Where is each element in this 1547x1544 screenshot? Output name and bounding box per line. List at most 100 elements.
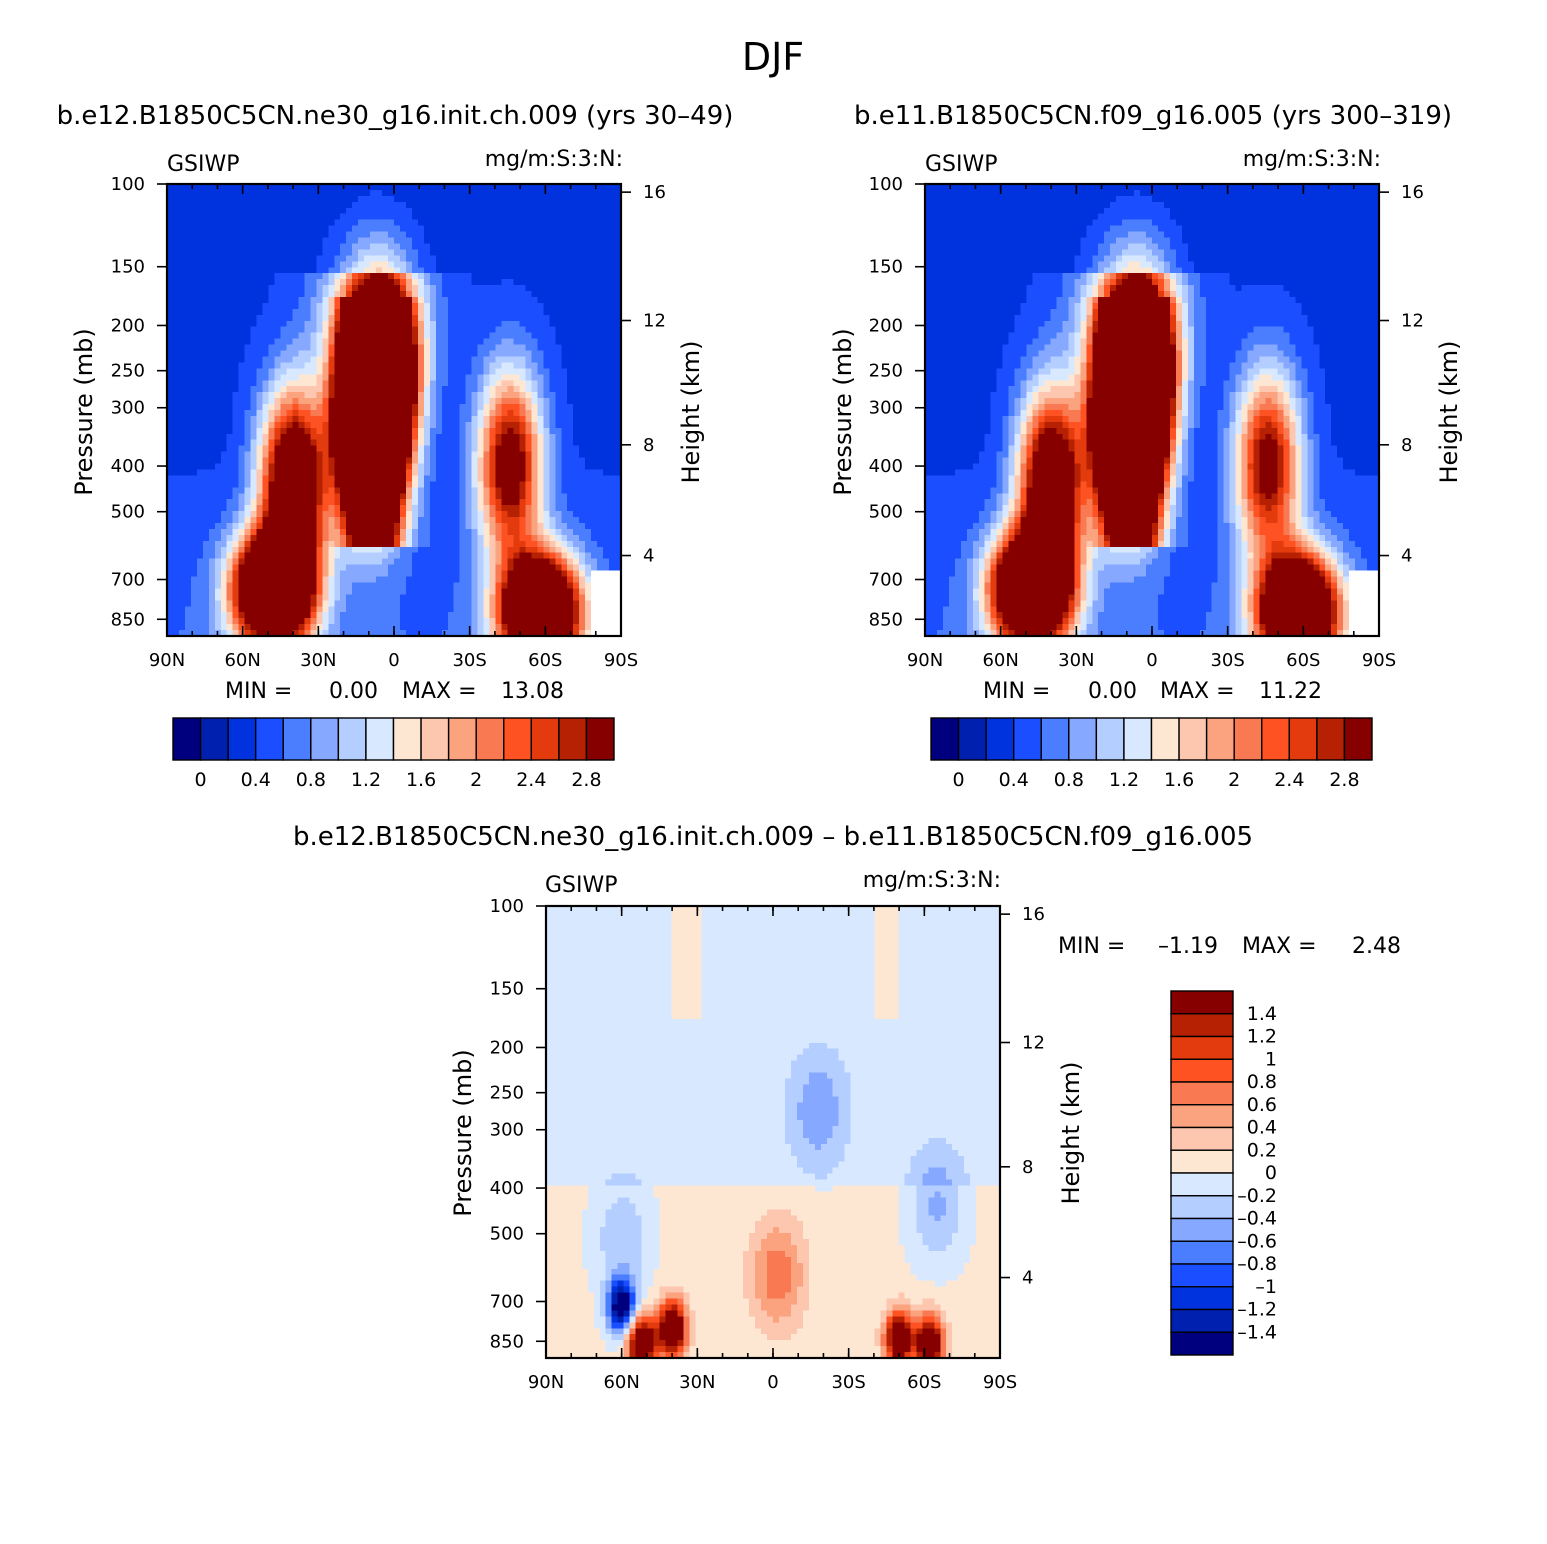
- heatmap-cell: [477, 184, 485, 191]
- heatmap-cell: [286, 297, 294, 304]
- heatmap-cell: [597, 445, 604, 453]
- heatmap-cell: [531, 225, 538, 233]
- heatmap-cell: [304, 475, 311, 482]
- heatmap-cell: [399, 285, 407, 292]
- heatmap-cell: [184, 237, 192, 245]
- heatmap-cell: [447, 564, 455, 572]
- heatmap-cell: [585, 184, 592, 191]
- heatmap-cell: [256, 439, 264, 447]
- heatmap-cell: [531, 433, 538, 441]
- heatmap-cell: [280, 457, 288, 465]
- heatmap-cell: [238, 499, 246, 506]
- heatmap-cell: [178, 255, 186, 262]
- heatmap-cell: [184, 451, 192, 459]
- heatmap-cell: [561, 439, 568, 447]
- heatmap-cell: [310, 237, 317, 245]
- heatmap-cell: [220, 534, 228, 542]
- heatmap-cell: [561, 523, 568, 530]
- heatmap-cell: [328, 558, 335, 566]
- heatmap-cell: [172, 481, 180, 488]
- heatmap-cell: [328, 297, 335, 304]
- heatmap-cell: [268, 433, 276, 441]
- heatmap-cell: [178, 189, 186, 197]
- heatmap-cell: [220, 314, 228, 322]
- heatmap-cell: [226, 392, 234, 399]
- heatmap-cell: [495, 487, 503, 494]
- heatmap-cell: [172, 457, 180, 465]
- heatmap-cell: [334, 517, 341, 524]
- heatmap-cell: [208, 421, 216, 429]
- heatmap-cell: [208, 493, 216, 500]
- heatmap-cell: [250, 207, 258, 215]
- heatmap-cell: [435, 404, 443, 411]
- heatmap-cell: [262, 261, 270, 268]
- heatmap-cell: [567, 386, 574, 393]
- heatmap-cell: [376, 314, 383, 322]
- heatmap-cell: [364, 493, 371, 500]
- heatmap-cell: [555, 344, 562, 352]
- heatmap-cell: [531, 415, 538, 423]
- heatmap-cell: [214, 404, 222, 411]
- heatmap-cell: [447, 350, 455, 358]
- heatmap-cell: [489, 255, 497, 262]
- heatmap-cell: [256, 552, 264, 560]
- heatmap-cell: [178, 534, 186, 542]
- heatmap-cell: [310, 314, 317, 322]
- heatmap-cell: [226, 201, 234, 209]
- heatmap-cell: [280, 344, 288, 352]
- heatmap-cell: [447, 528, 455, 536]
- heatmap-cell: [172, 249, 180, 256]
- heatmap-cell: [328, 451, 335, 459]
- heatmap-cell: [567, 534, 574, 542]
- heatmap-cell: [429, 540, 437, 548]
- heatmap-cell: [555, 523, 562, 530]
- heatmap-cell: [597, 356, 604, 364]
- heatmap-cell: [268, 267, 276, 274]
- heatmap-cell: [471, 439, 479, 447]
- heatmap-cell: [352, 374, 359, 381]
- heatmap-cell: [352, 231, 359, 239]
- heatmap-cell: [567, 469, 574, 477]
- heatmap-cell: [513, 368, 521, 375]
- heatmap-cell: [549, 421, 556, 429]
- heatmap-cell: [382, 219, 389, 227]
- heatmap-cell: [555, 517, 562, 524]
- heatmap-cell: [352, 237, 359, 245]
- heatmap-cell: [453, 499, 461, 506]
- heatmap-cell: [609, 475, 616, 482]
- heatmap-cell: [591, 517, 598, 524]
- heatmap-cell: [244, 439, 252, 447]
- heatmap-cell: [423, 493, 431, 500]
- heatmap-cell: [501, 398, 509, 405]
- heatmap-cell: [507, 338, 515, 346]
- heatmap-cell: [459, 291, 467, 298]
- heatmap-cell: [411, 344, 419, 352]
- heatmap-cell: [208, 344, 216, 352]
- heatmap-cell: [340, 219, 347, 227]
- heatmap-cell: [184, 439, 192, 447]
- heatmap-cell: [304, 308, 311, 316]
- heatmap-cell: [537, 243, 544, 251]
- heatmap-cell: [483, 499, 491, 506]
- heatmap-cell: [370, 326, 377, 334]
- heatmap-cell: [495, 499, 503, 506]
- heatmap-cell: [310, 499, 317, 506]
- heatmap-cell: [167, 463, 174, 471]
- heatmap-cell: [244, 564, 252, 572]
- heatmap-cell: [394, 528, 401, 536]
- heatmap-cell: [423, 517, 431, 524]
- heatmap-cell: [441, 499, 449, 506]
- heatmap-cell: [417, 493, 425, 500]
- heatmap-cell: [531, 368, 538, 375]
- heatmap-cell: [286, 374, 294, 381]
- heatmap-cell: [340, 392, 347, 399]
- heatmap-cell: [382, 481, 389, 488]
- heatmap-cell: [495, 261, 503, 268]
- heatmap-cell: [459, 421, 467, 429]
- heatmap-cell: [298, 546, 305, 554]
- heatmap-cell: [585, 457, 592, 465]
- heatmap-cell: [537, 314, 544, 322]
- heatmap-cell: [226, 546, 234, 554]
- heatmap-cell: [292, 457, 300, 465]
- heatmap-cell: [352, 392, 359, 399]
